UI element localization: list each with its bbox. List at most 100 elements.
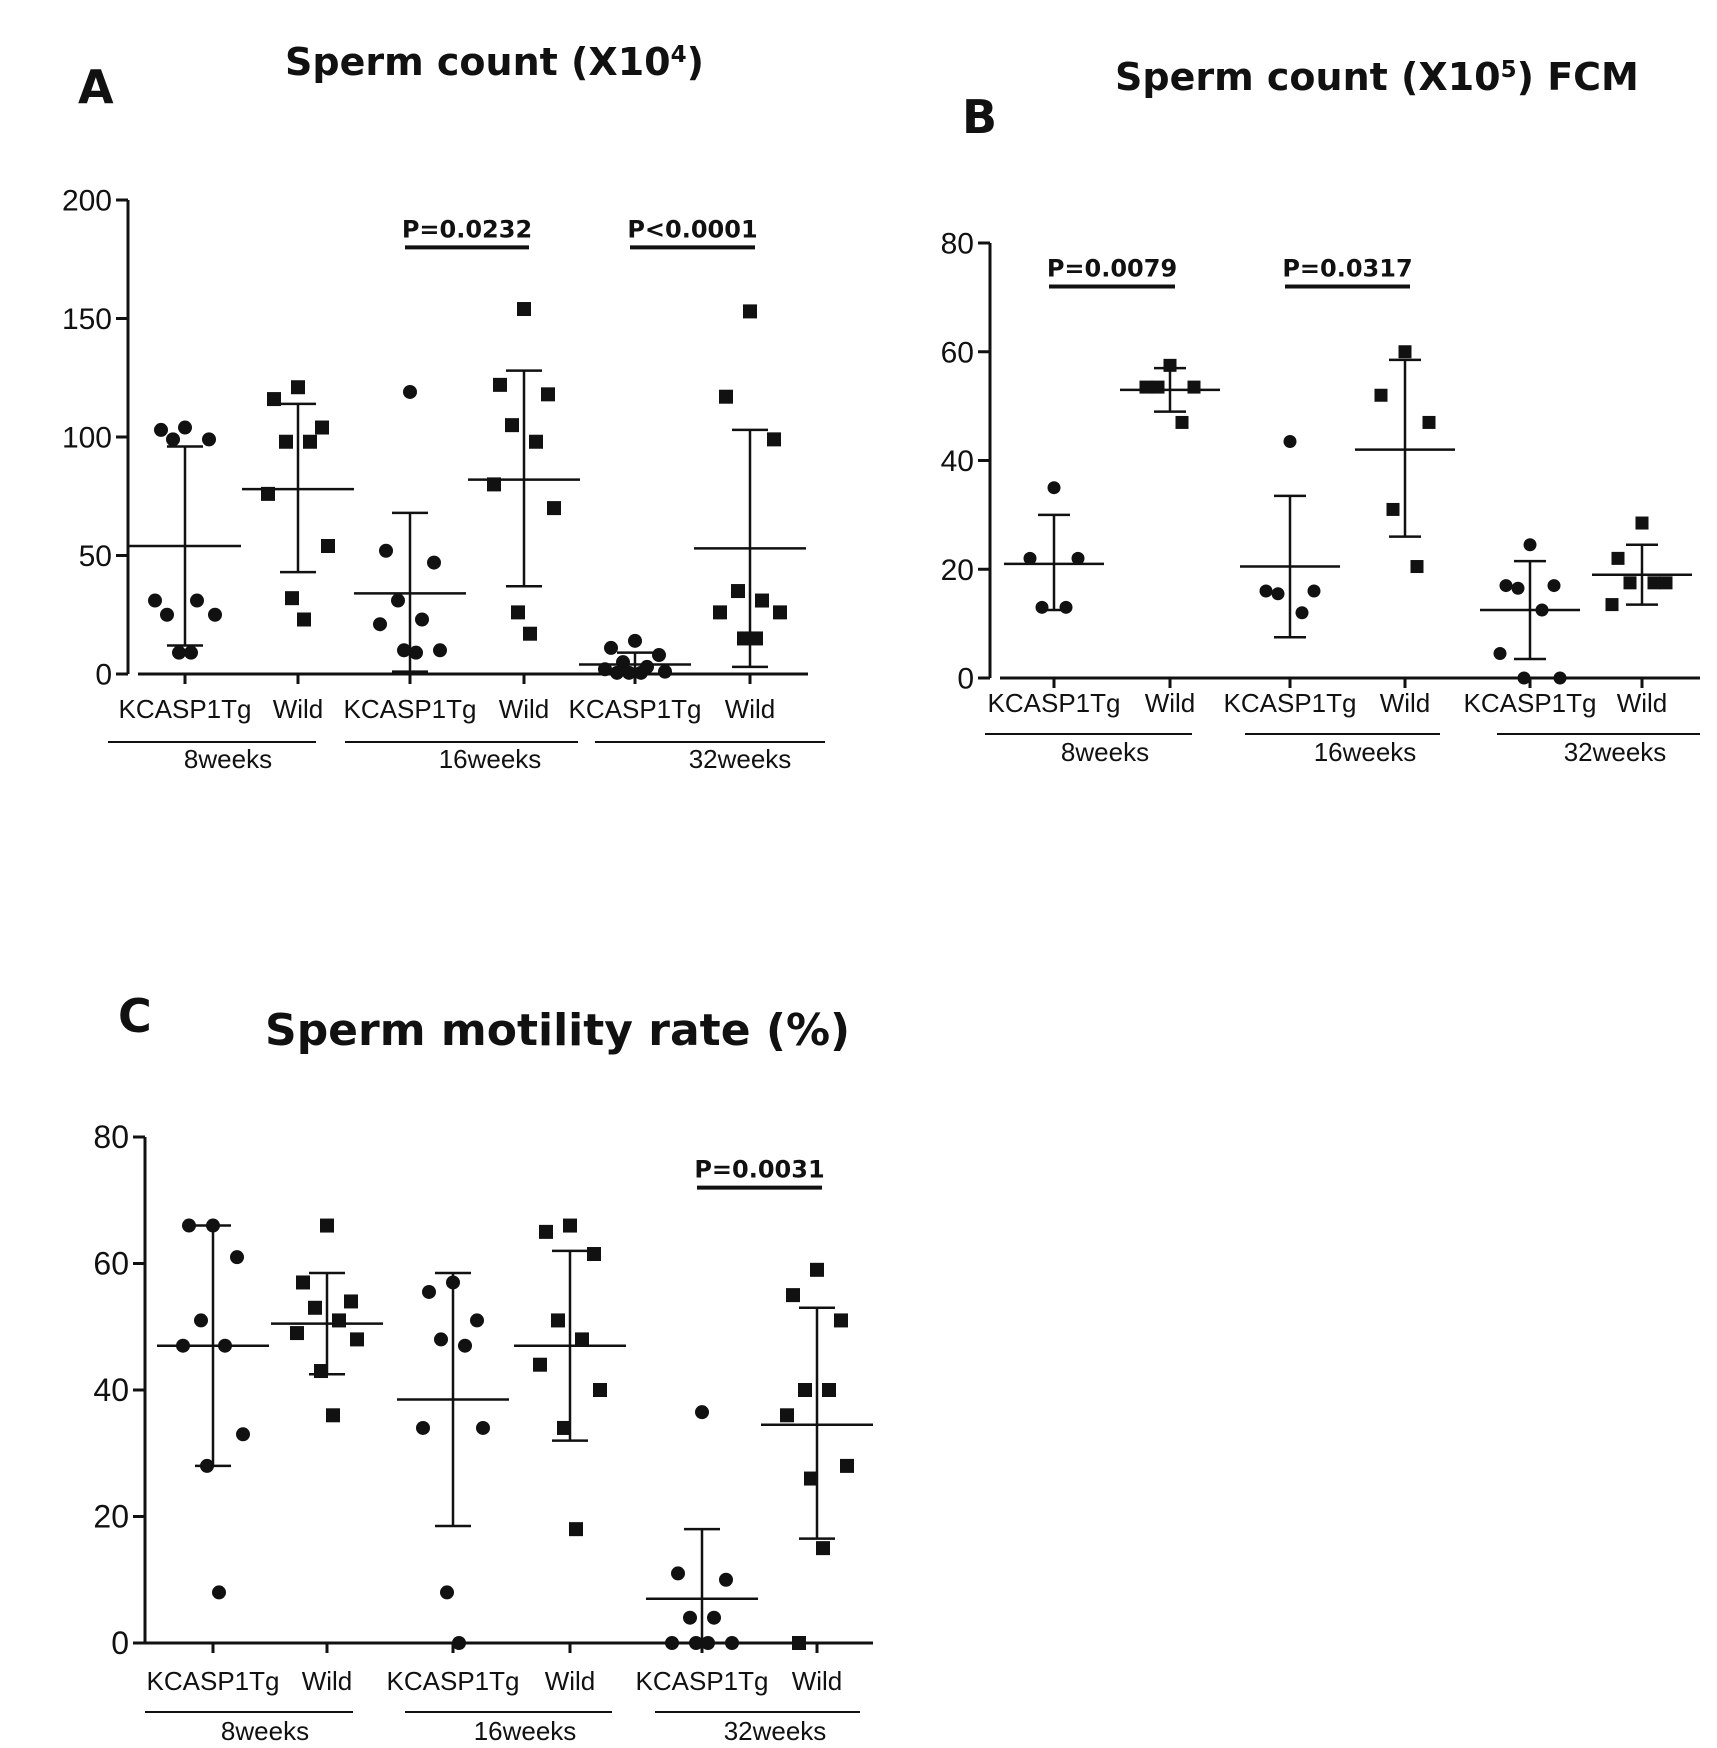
data-point bbox=[557, 1420, 571, 1435]
group-label: 32weeks bbox=[689, 744, 792, 774]
data-point bbox=[539, 1224, 553, 1239]
data-point bbox=[344, 1294, 358, 1309]
data-point bbox=[148, 593, 162, 608]
data-point bbox=[1071, 551, 1085, 565]
y-tick-label: 50 bbox=[79, 540, 112, 573]
data-point bbox=[379, 543, 393, 558]
data-point bbox=[773, 605, 787, 620]
y-tick-label: 20 bbox=[93, 1499, 129, 1535]
data-point bbox=[314, 1364, 328, 1379]
data-point bbox=[297, 612, 311, 627]
category-label: Wild bbox=[302, 1666, 353, 1696]
data-point bbox=[290, 1326, 304, 1341]
data-point bbox=[212, 1585, 226, 1600]
data-point bbox=[1499, 579, 1513, 593]
category-label: Wild bbox=[545, 1666, 596, 1696]
data-point bbox=[320, 1218, 334, 1233]
series-4 bbox=[1480, 538, 1580, 685]
series-3 bbox=[514, 1218, 626, 1537]
data-point bbox=[397, 643, 411, 658]
series-5 bbox=[761, 1262, 873, 1650]
data-point bbox=[182, 1218, 196, 1233]
data-point bbox=[786, 1288, 800, 1303]
data-point bbox=[1511, 581, 1525, 595]
category-label: Wild bbox=[1145, 688, 1196, 718]
data-point bbox=[1163, 358, 1177, 372]
data-point bbox=[409, 645, 423, 660]
data-point bbox=[1271, 587, 1285, 601]
data-point bbox=[511, 605, 525, 620]
title-exponent: 5 bbox=[1501, 57, 1517, 83]
data-point bbox=[470, 1313, 484, 1328]
series-2 bbox=[1240, 434, 1340, 639]
data-point bbox=[350, 1332, 364, 1347]
data-point bbox=[391, 593, 405, 608]
data-point bbox=[493, 377, 507, 392]
data-point bbox=[671, 1566, 685, 1581]
data-point bbox=[1307, 584, 1321, 598]
data-point bbox=[184, 645, 198, 660]
data-point bbox=[172, 645, 186, 660]
category-label: KCASP1Tg bbox=[988, 688, 1121, 718]
category-label: KCASP1Tg bbox=[344, 694, 477, 724]
data-point bbox=[440, 1585, 454, 1600]
data-point bbox=[695, 1405, 709, 1420]
data-point bbox=[416, 1420, 430, 1435]
data-point bbox=[610, 665, 624, 680]
data-point bbox=[563, 1218, 577, 1233]
y-tick-label: 80 bbox=[941, 228, 974, 261]
y-tick-label: 0 bbox=[957, 663, 974, 696]
data-point bbox=[798, 1383, 812, 1397]
data-point bbox=[701, 1636, 715, 1650]
data-point bbox=[285, 591, 299, 606]
data-point bbox=[1493, 647, 1507, 661]
chart-title: Sperm count (X105) FCM bbox=[1115, 55, 1639, 99]
group-label: 16weeks bbox=[1314, 737, 1417, 767]
y-tick-label: 20 bbox=[941, 554, 974, 587]
data-point bbox=[1523, 538, 1537, 552]
data-point bbox=[1175, 415, 1189, 429]
data-point bbox=[1659, 576, 1673, 590]
data-point bbox=[1047, 481, 1061, 495]
data-point bbox=[458, 1338, 472, 1353]
y-tick-label: 200 bbox=[62, 185, 112, 218]
category-label: KCASP1Tg bbox=[636, 1666, 769, 1696]
data-point bbox=[1517, 671, 1531, 685]
data-point bbox=[291, 380, 305, 395]
group-label: 8weeks bbox=[221, 1716, 309, 1746]
data-point bbox=[505, 418, 519, 433]
data-point bbox=[634, 665, 648, 680]
data-point bbox=[737, 631, 751, 646]
y-tick-label: 60 bbox=[941, 336, 974, 369]
category-label: KCASP1Tg bbox=[1464, 688, 1597, 718]
chart-title: Sperm count (X104) bbox=[285, 40, 704, 84]
p-value-label: P=0.0232 bbox=[402, 215, 532, 243]
series-5 bbox=[694, 304, 806, 669]
data-point bbox=[415, 612, 429, 627]
panel-letter: B bbox=[962, 90, 997, 144]
data-point bbox=[533, 1357, 547, 1372]
data-point bbox=[780, 1408, 794, 1423]
data-point bbox=[206, 1218, 220, 1233]
data-point bbox=[713, 605, 727, 620]
data-point bbox=[1386, 502, 1400, 516]
data-point bbox=[622, 665, 636, 680]
data-point bbox=[810, 1262, 824, 1277]
data-point bbox=[208, 607, 222, 622]
data-point bbox=[427, 555, 441, 570]
data-point bbox=[816, 1541, 830, 1556]
data-point bbox=[731, 584, 745, 599]
category-label: KCASP1Tg bbox=[1224, 688, 1357, 718]
data-point bbox=[767, 432, 781, 447]
data-point bbox=[1259, 584, 1273, 598]
series-0 bbox=[1004, 481, 1104, 614]
data-point bbox=[1635, 516, 1649, 530]
data-point bbox=[517, 302, 531, 317]
panel-letter: A bbox=[78, 60, 114, 114]
data-point bbox=[529, 434, 543, 449]
data-point bbox=[1410, 560, 1424, 574]
data-point bbox=[433, 643, 447, 658]
group-label: 8weeks bbox=[1061, 737, 1149, 767]
group-label: 8weeks bbox=[184, 744, 272, 774]
data-point bbox=[202, 432, 216, 447]
